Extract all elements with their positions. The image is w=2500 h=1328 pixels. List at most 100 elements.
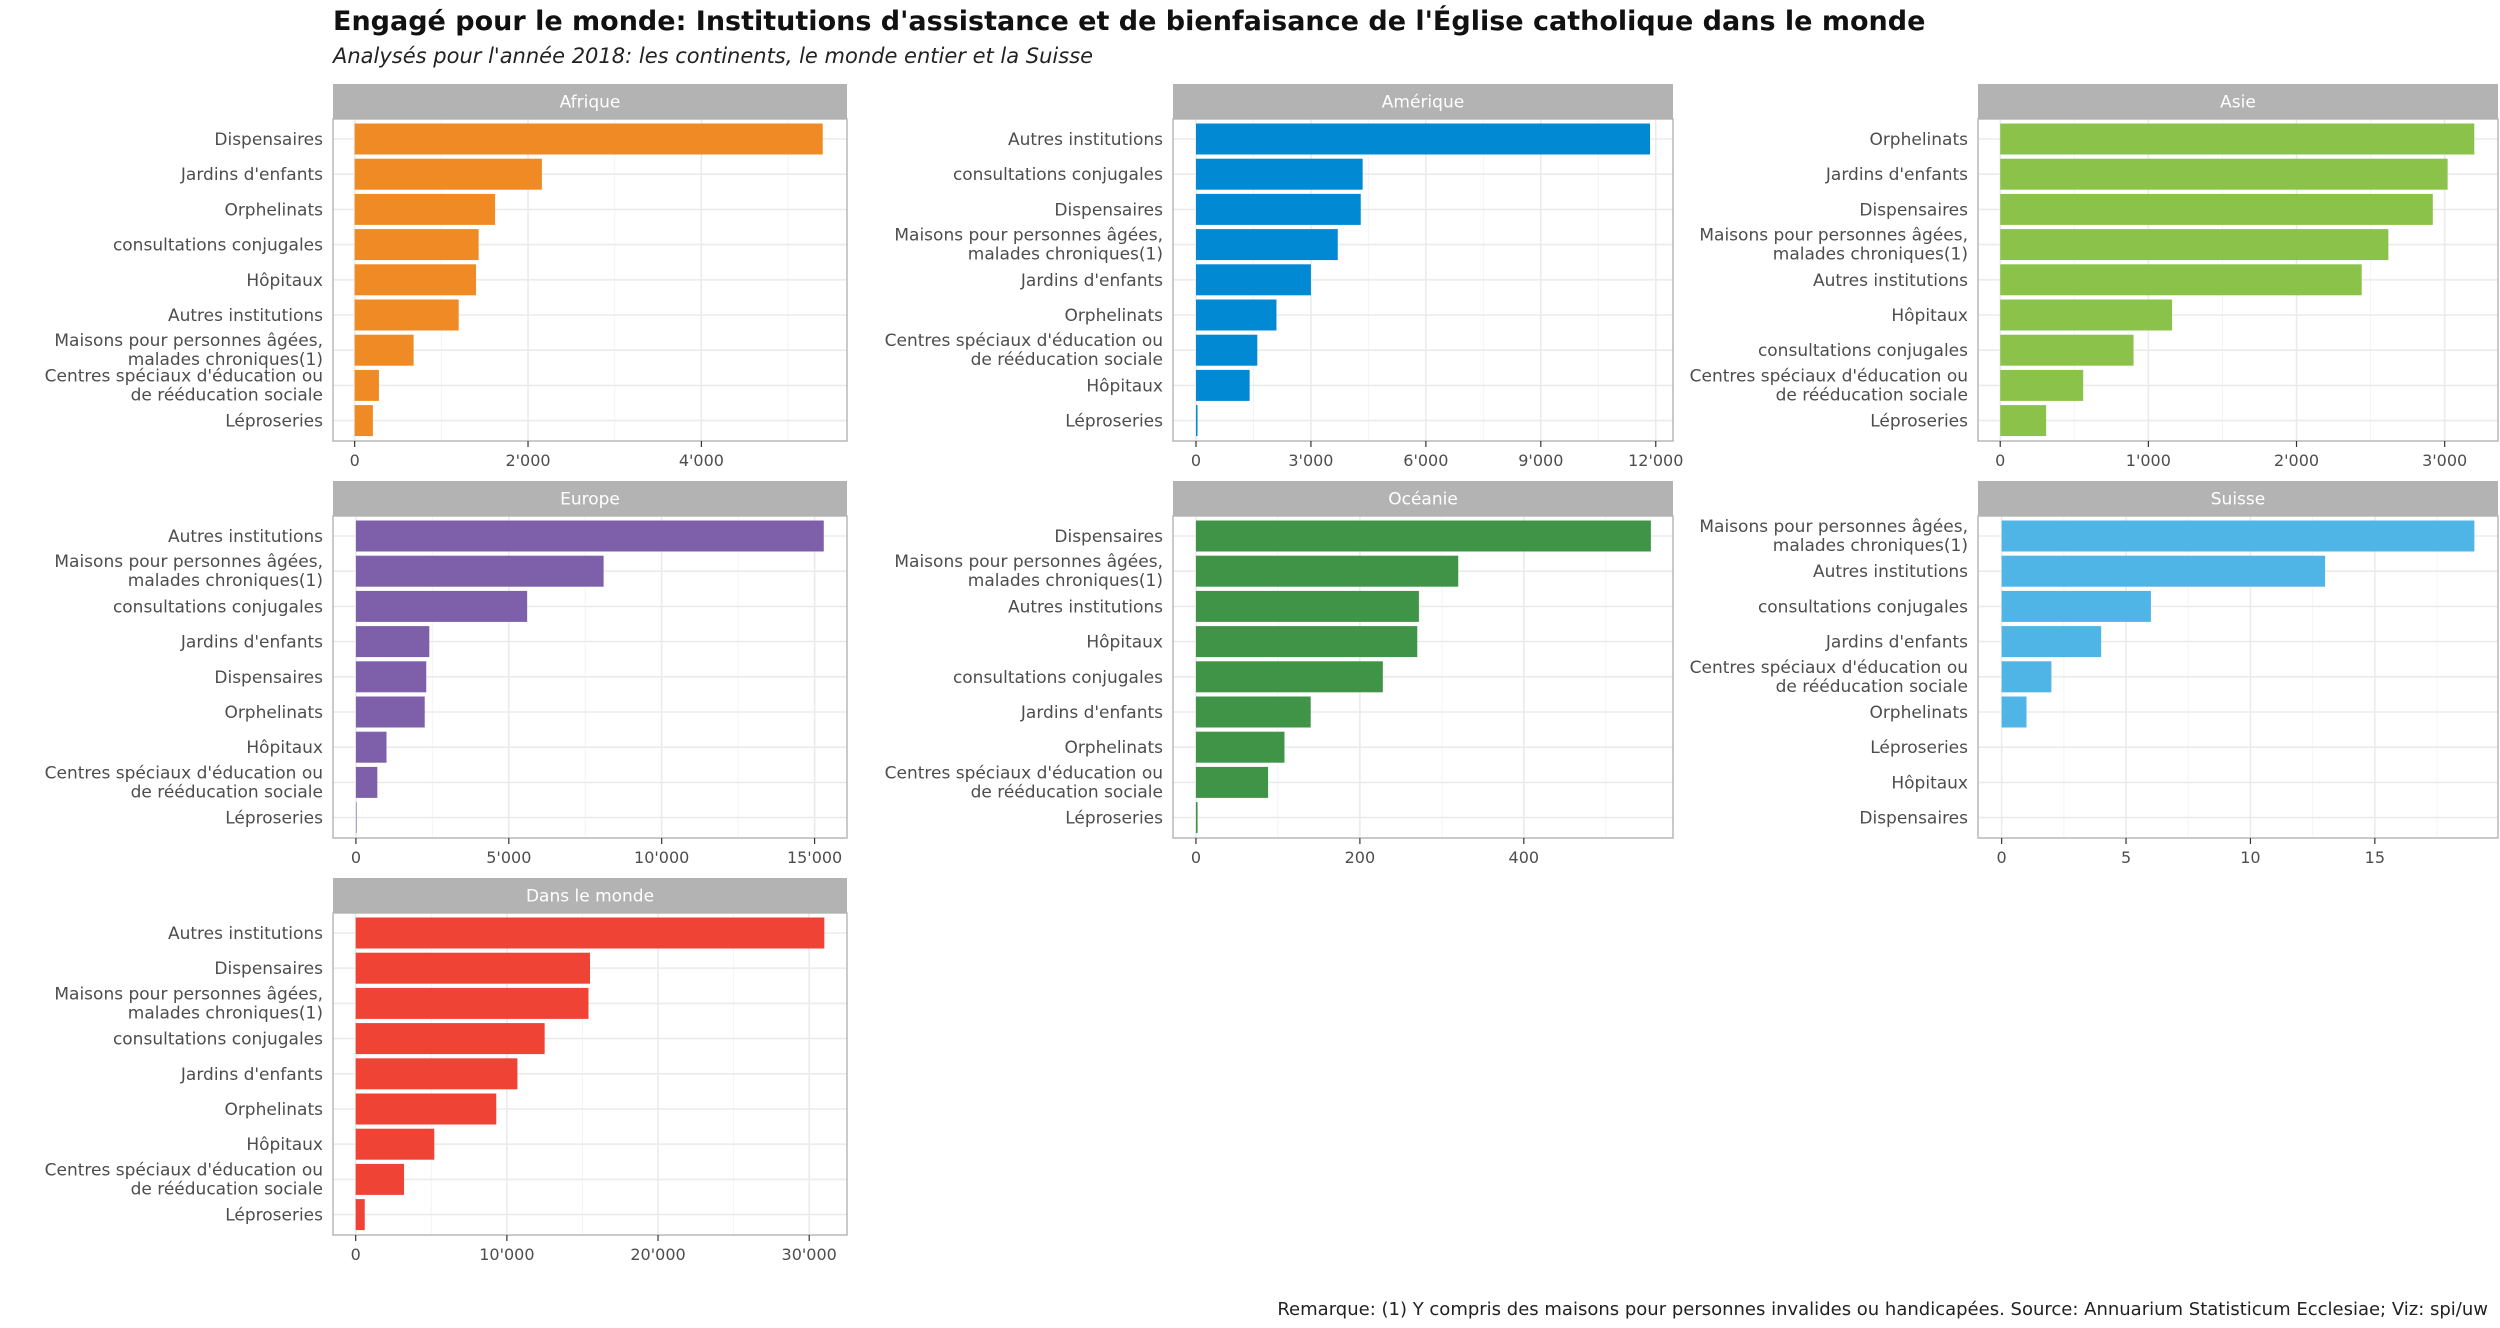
bar <box>355 802 357 834</box>
category-label: Dispensaires <box>1054 200 1163 220</box>
facet-3: Europe Autres institutions Maisons pour pe… <box>45 481 848 867</box>
category-label: Orphelinats <box>1064 738 1163 758</box>
bar <box>354 229 479 261</box>
category-label: Orphelinats <box>224 1100 323 1120</box>
bar <box>354 299 459 331</box>
category-label: Léproseries <box>1065 412 1163 432</box>
facet-2: Asie Orphelinats Jardins d'enfants Dispensa… <box>1690 84 2499 470</box>
facet-strip-title: Suisse <box>2211 490 2265 510</box>
category-label: Centres spéciaux d'éducation ou de rééduc… <box>45 763 323 802</box>
x-tick-label: 6'000 <box>1403 451 1448 470</box>
bar <box>2000 229 2389 261</box>
bar <box>1195 802 1198 834</box>
bar <box>2000 193 2433 225</box>
category-label: Léproseries <box>1870 412 1968 432</box>
bar <box>355 987 589 1019</box>
category-label: Orphelinats <box>1869 703 1968 723</box>
x-tick-label: 9'000 <box>1518 451 1563 470</box>
bar <box>1195 661 1383 693</box>
x-tick-label: 3'000 <box>1288 451 1333 470</box>
x-tick-label: 0 <box>350 451 360 470</box>
x-tick-label: 10 <box>2240 848 2260 867</box>
bar <box>2000 405 2047 437</box>
x-tick-label: 15'000 <box>787 848 842 867</box>
facet-4: Océanie Dispensaires Maisons pour personne… <box>885 481 1674 867</box>
bar <box>2000 264 2362 296</box>
x-tick-label: 3'000 <box>2422 451 2467 470</box>
bar <box>355 520 824 552</box>
bar <box>355 1199 365 1231</box>
bar <box>355 626 430 658</box>
facet-strip-title: Europe <box>560 490 620 510</box>
bar <box>355 731 387 763</box>
category-label: Hôpitaux <box>1086 633 1163 653</box>
facet-6: Dans le monde Autres institutions Dispensa… <box>45 878 848 1264</box>
bar <box>1195 264 1311 296</box>
bar <box>1195 405 1198 437</box>
bar <box>1195 229 1338 261</box>
category-label: Hôpitaux <box>246 1135 323 1155</box>
category-label: Dispensaires <box>1859 809 1968 829</box>
category-label: Centres spéciaux d'éducation ou de rééduc… <box>1690 366 1968 405</box>
category-label: Jardins d'enfants <box>180 165 323 185</box>
bar <box>2000 334 2134 366</box>
x-tick-label: 0 <box>351 1245 361 1264</box>
x-tick-label: 20'000 <box>630 1245 685 1264</box>
bar <box>1195 731 1285 763</box>
panel-border <box>1172 118 1674 442</box>
bar <box>2001 661 2052 693</box>
category-label: Léproseries <box>225 412 323 432</box>
panel-border <box>332 118 848 442</box>
category-label: Maisons pour personnes âgées, malades chr… <box>1699 517 1968 556</box>
category-label: Centres spéciaux d'éducation ou de rééduc… <box>45 1160 323 1199</box>
chart-title: Engagé pour le monde: Institutions d'ass… <box>333 6 1926 37</box>
bar <box>1195 369 1250 401</box>
x-tick-label: 400 <box>1509 848 1540 867</box>
facet-strip-title: Afrique <box>560 93 621 113</box>
category-label: Hôpitaux <box>246 271 323 291</box>
category-label: Maisons pour personnes âgées, malades chr… <box>54 331 323 370</box>
bar <box>355 661 427 693</box>
x-tick-label: 30'000 <box>782 1245 837 1264</box>
bar <box>355 1163 405 1195</box>
facet-strip <box>333 878 847 913</box>
bar <box>1195 766 1269 798</box>
category-label: Dispensaires <box>214 959 323 979</box>
bar <box>354 369 379 401</box>
bar <box>355 1023 545 1055</box>
bar <box>1195 334 1258 366</box>
facet-0: Afrique Dispensaires Jardins d'enfants Orph… <box>45 84 848 470</box>
facet-strip-title: Asie <box>2220 93 2256 113</box>
category-label: Hôpitaux <box>1086 376 1163 396</box>
bar <box>354 123 823 155</box>
category-label: Orphelinats <box>224 200 323 220</box>
x-tick-label: 0 <box>1995 451 2005 470</box>
category-label: Centres spéciaux d'éducation ou de rééduc… <box>885 763 1163 802</box>
x-tick-label: 4'000 <box>679 451 724 470</box>
bar <box>355 555 604 587</box>
category-label: Maisons pour personnes âgées, malades chr… <box>54 552 323 591</box>
bar <box>2001 555 2326 587</box>
category-label: Jardins d'enfants <box>1020 703 1163 723</box>
facet-strip-title: Amérique <box>1382 93 1464 113</box>
bar <box>1195 555 1459 587</box>
category-label: Dispensaires <box>1859 200 1968 220</box>
bar <box>2001 696 2027 728</box>
bar <box>1195 520 1651 552</box>
category-label: Centres spéciaux d'éducation ou de rééduc… <box>1690 658 1968 697</box>
category-label: Jardins d'enfants <box>180 1065 323 1085</box>
facet-strip <box>333 481 847 516</box>
category-label: Dispensaires <box>214 668 323 688</box>
category-label: Orphelinats <box>224 703 323 723</box>
x-tick-label: 0 <box>351 848 361 867</box>
bar <box>1195 123 1651 155</box>
bar <box>2000 369 2084 401</box>
x-tick-label: 2'000 <box>505 451 550 470</box>
category-label: Hôpitaux <box>1891 306 1968 326</box>
bar <box>1195 626 1418 658</box>
category-label: consultations conjugales <box>113 1030 323 1050</box>
panel-border <box>332 515 848 839</box>
category-label: Maisons pour personnes âgées, malades chr… <box>54 984 323 1023</box>
facet-strip-title: Dans le monde <box>526 887 654 907</box>
bar <box>2001 590 2151 622</box>
